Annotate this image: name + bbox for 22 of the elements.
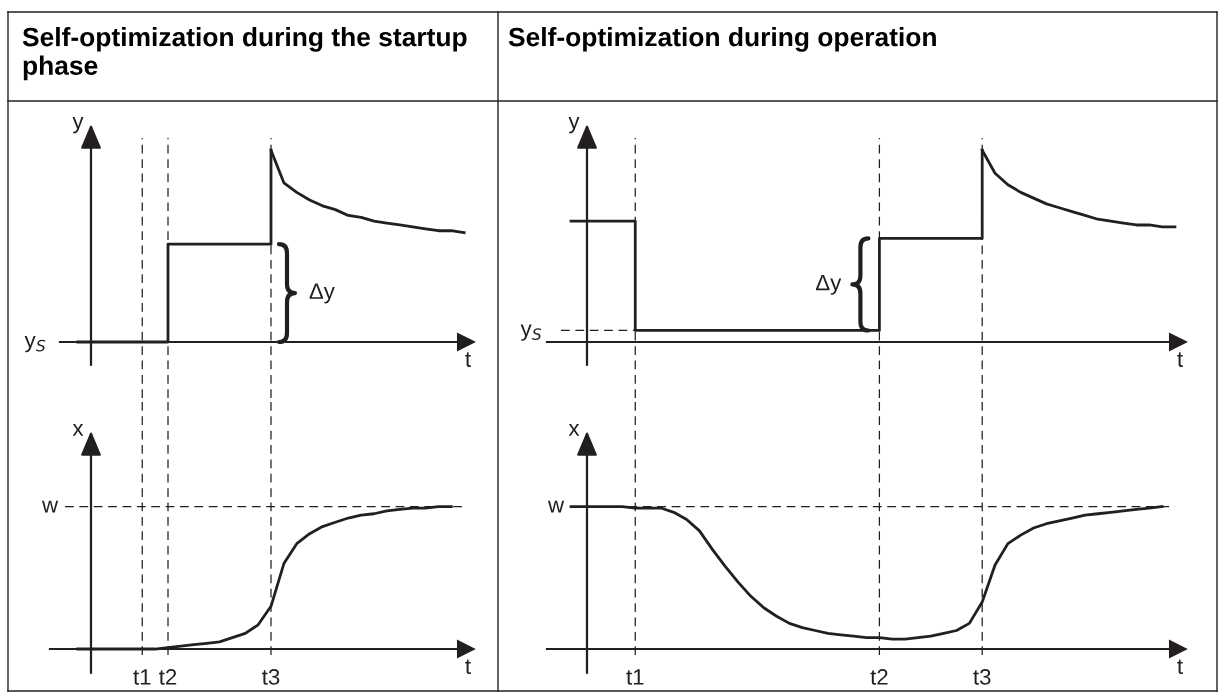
x-axis-title: t [1177, 659, 1183, 674]
x-axis-title: t [465, 659, 471, 674]
x-tick-label: t3 [973, 669, 991, 685]
y-axis-title: y [568, 117, 580, 134]
x-tick-label: t1 [133, 669, 151, 685]
x-axis-title: t [1177, 352, 1183, 367]
annotation: Δy [309, 283, 335, 304]
series-label: w [41, 500, 59, 513]
y-axis-title: y [72, 117, 84, 134]
x-tick-label: t3 [262, 669, 280, 685]
x-tick-label: t2 [159, 669, 177, 685]
chart-title: Self-optimization during the startup phase [22, 27, 467, 81]
x-tick-label: t2 [870, 669, 888, 685]
text: y$_{S}$ [24, 335, 46, 353]
x-tick-label: t1 [626, 669, 644, 685]
y-axis-title: x [72, 424, 84, 436]
series-label: w [547, 500, 565, 513]
ref-line-label: y$_{S}$ [520, 324, 542, 341]
x-axis-title: t [465, 352, 471, 367]
y-axis-title: x [568, 424, 580, 436]
chart-title: Self-optimization during operation [508, 27, 936, 52]
annotation: Δy [816, 274, 842, 295]
